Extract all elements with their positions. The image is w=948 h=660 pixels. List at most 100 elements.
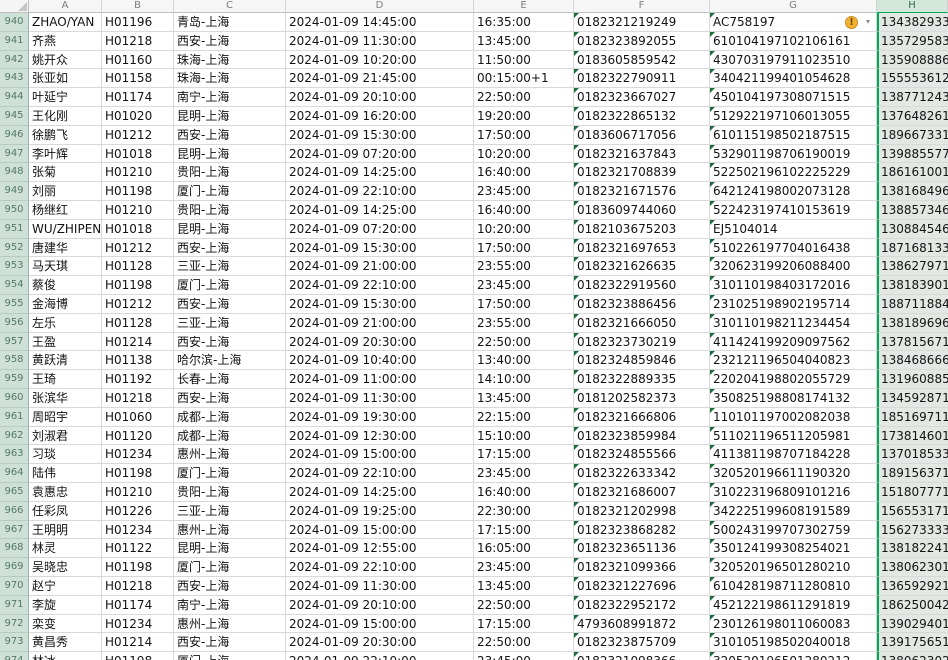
column-header-F[interactable]: F [574, 0, 710, 13]
cell-departure-datetime[interactable]: 2024-01-09 14:25:00 [286, 200, 474, 220]
cell-departure-datetime[interactable]: 2024-01-09 22:10:00 [286, 182, 474, 201]
cell-booking-number[interactable]: 0182321637843 [574, 144, 710, 164]
cell-passenger-name[interactable]: 叶延宁 [29, 88, 102, 107]
cell-passenger-name[interactable]: 黄跃清 [29, 351, 102, 371]
cell-id-number[interactable]: AC758197! ▾ [710, 13, 877, 32]
cell-mobile-number[interactable]: 188711884 [877, 294, 948, 314]
cell-route[interactable]: 西安-上海 [174, 238, 286, 258]
row-number[interactable]: 959 [0, 370, 29, 389]
row-number[interactable]: 971 [0, 595, 29, 615]
cell-departure-datetime[interactable]: 2024-01-09 21:45:00 [286, 69, 474, 89]
cell-departure-datetime[interactable]: 2024-01-09 15:00:00 [286, 520, 474, 540]
cell-id-number[interactable]: 320520196611190320 [710, 464, 877, 483]
cell-route[interactable]: 三亚-上海 [174, 501, 286, 521]
cell-booking-number[interactable]: 0182322952172 [574, 595, 710, 615]
cell-flight-number[interactable]: H01196 [102, 13, 174, 32]
cell-route[interactable]: 惠州-上海 [174, 614, 286, 634]
cell-departure-datetime[interactable]: 2024-01-09 11:30:00 [286, 576, 474, 596]
cell-booking-number[interactable]: 0182323730219 [574, 332, 710, 352]
cell-flight-number[interactable]: H01198 [102, 652, 174, 660]
cell-mobile-number[interactable]: 138062302 [877, 652, 948, 660]
cell-mobile-number[interactable]: 189156371 [877, 464, 948, 483]
row-number[interactable]: 951 [0, 219, 29, 239]
cell-id-number[interactable]: 610104197102106161 [710, 31, 877, 51]
cell-departure-datetime[interactable]: 2024-01-09 19:30:00 [286, 407, 474, 427]
cell-departure-datetime[interactable]: 2024-01-09 07:20:00 [286, 144, 474, 164]
row-number[interactable]: 954 [0, 276, 29, 295]
cell-id-number[interactable]: 532901198706190019 [710, 144, 877, 164]
cell-mobile-number[interactable]: 137648261 [877, 106, 948, 126]
cell-id-number[interactable]: 511021196511205981 [710, 426, 877, 446]
cell-departure-datetime[interactable]: 2024-01-09 14:45:00 [286, 13, 474, 32]
cell-passenger-name[interactable]: WU/ZHIPEN [29, 219, 102, 239]
cell-mobile-number[interactable]: 139885577 [877, 144, 948, 164]
cell-booking-number[interactable]: 0182322865132 [574, 106, 710, 126]
cell-mobile-number[interactable]: 134382933 [877, 13, 948, 32]
row-number[interactable]: 960 [0, 388, 29, 408]
cell-departure-datetime[interactable]: 2024-01-09 20:30:00 [286, 332, 474, 352]
row-number[interactable]: 952 [0, 238, 29, 258]
row-number[interactable]: 944 [0, 88, 29, 107]
cell-departure-datetime[interactable]: 2024-01-09 22:10:00 [286, 652, 474, 660]
cell-booking-number[interactable]: 0182321098366 [574, 652, 710, 660]
cell-id-number[interactable]: 522502196102225229 [710, 163, 877, 183]
row-number[interactable]: 943 [0, 69, 29, 89]
cell-passenger-name[interactable]: 王琦 [29, 370, 102, 389]
cell-flight-number[interactable]: H01198 [102, 558, 174, 577]
cell-flight-number[interactable]: H01018 [102, 144, 174, 164]
cell-departure-datetime[interactable]: 2024-01-09 20:10:00 [286, 88, 474, 107]
cell-route[interactable]: 成都-上海 [174, 426, 286, 446]
cell-arrival-time[interactable]: 00:15:00+1 [474, 69, 574, 89]
cell-booking-number[interactable]: 0182322919560 [574, 276, 710, 295]
cell-mobile-number[interactable]: 155553612 [877, 69, 948, 89]
cell-passenger-name[interactable]: 左乐 [29, 313, 102, 333]
cell-booking-number[interactable]: 0182322633342 [574, 464, 710, 483]
cell-passenger-name[interactable]: 张菊 [29, 163, 102, 183]
cell-booking-number[interactable]: 0182322790911 [574, 69, 710, 89]
cell-id-number[interactable]: 310105198502040018 [710, 633, 877, 653]
cell-departure-datetime[interactable]: 2024-01-09 15:30:00 [286, 125, 474, 145]
cell-id-number[interactable]: 510226197704016438 [710, 238, 877, 258]
cell-departure-datetime[interactable]: 2024-01-09 07:20:00 [286, 219, 474, 239]
cell-passenger-name[interactable]: 杨继红 [29, 200, 102, 220]
cell-route[interactable]: 哈尔滨-上海 [174, 351, 286, 371]
cell-id-number[interactable]: 450104197308071515 [710, 88, 877, 107]
cell-route[interactable]: 厦门-上海 [174, 558, 286, 577]
cell-passenger-name[interactable]: 金海博 [29, 294, 102, 314]
cell-flight-number[interactable]: H01020 [102, 106, 174, 126]
cell-id-number[interactable]: 610428198711280810 [710, 576, 877, 596]
cell-booking-number[interactable]: 0182323651136 [574, 539, 710, 559]
cell-flight-number[interactable]: H01060 [102, 407, 174, 427]
cell-departure-datetime[interactable]: 2024-01-09 20:30:00 [286, 633, 474, 653]
column-header-H[interactable]: H [877, 0, 948, 13]
cell-departure-datetime[interactable]: 2024-01-09 15:00:00 [286, 614, 474, 634]
cell-route[interactable]: 贵阳-上海 [174, 200, 286, 220]
row-number[interactable]: 945 [0, 106, 29, 126]
cell-id-number[interactable]: 340421199401054628 [710, 69, 877, 89]
cell-arrival-time[interactable]: 22:30:00 [474, 501, 574, 521]
cell-booking-number[interactable]: 4793608991872 [574, 614, 710, 634]
cell-departure-datetime[interactable]: 2024-01-09 15:30:00 [286, 294, 474, 314]
cell-arrival-time[interactable]: 16:05:00 [474, 539, 574, 559]
cell-arrival-time[interactable]: 22:50:00 [474, 595, 574, 615]
row-number[interactable]: 941 [0, 31, 29, 51]
cell-arrival-time[interactable]: 10:20:00 [474, 144, 574, 164]
column-header-E[interactable]: E [474, 0, 574, 13]
cell-arrival-time[interactable]: 23:55:00 [474, 313, 574, 333]
cell-id-number[interactable]: 500243199707302759 [710, 520, 877, 540]
cell-flight-number[interactable]: H01192 [102, 370, 174, 389]
cell-booking-number[interactable]: 0182321666806 [574, 407, 710, 427]
cell-passenger-name[interactable]: 周昭宇 [29, 407, 102, 427]
cell-passenger-name[interactable]: 陆伟 [29, 464, 102, 483]
cell-flight-number[interactable]: H01198 [102, 182, 174, 201]
cell-route[interactable]: 三亚-上海 [174, 313, 286, 333]
column-header-D[interactable]: D [286, 0, 474, 13]
cell-id-number[interactable]: 220204198802055729 [710, 370, 877, 389]
row-number[interactable]: 965 [0, 482, 29, 502]
cell-departure-datetime[interactable]: 2024-01-09 14:25:00 [286, 163, 474, 183]
cell-id-number[interactable]: 110101197002082038 [710, 407, 877, 427]
cell-mobile-number[interactable]: 138771243 [877, 88, 948, 107]
cell-passenger-name[interactable]: 马天琪 [29, 257, 102, 277]
row-number[interactable]: 972 [0, 614, 29, 634]
cell-route[interactable]: 厦门-上海 [174, 652, 286, 660]
